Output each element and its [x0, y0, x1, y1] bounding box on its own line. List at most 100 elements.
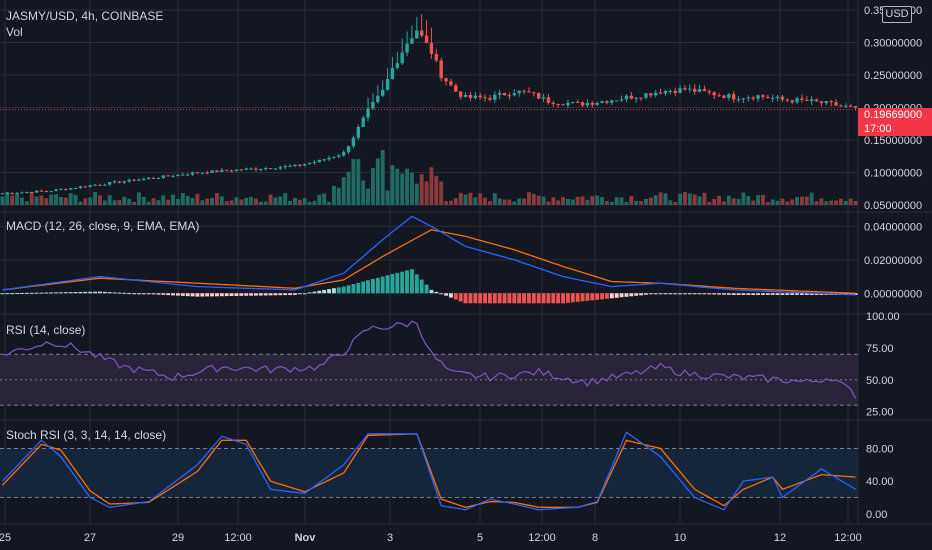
- candle-body: [205, 172, 209, 174]
- macd-histogram-bar: [44, 292, 49, 294]
- macd-histogram-bar: [760, 293, 765, 295]
- candle-body: [166, 175, 170, 177]
- rsi-label: RSI (14, close): [6, 323, 86, 337]
- candle-body: [653, 92, 658, 96]
- volume-bar: [210, 197, 215, 205]
- volume-bar: [263, 201, 268, 205]
- volume-bar: [366, 188, 371, 205]
- macd-histogram-bar: [565, 293, 570, 303]
- volume-bar: [658, 192, 663, 205]
- candle-body: [824, 101, 829, 104]
- volume-bar: [585, 199, 590, 205]
- candle-body: [0, 193, 5, 195]
- volume-bar: [185, 196, 190, 205]
- candle-body: [268, 168, 273, 170]
- macd-line: [2, 215, 856, 296]
- macd-histogram-bar: [751, 293, 756, 295]
- candle-body: [395, 63, 400, 69]
- volume-bar: [15, 193, 20, 205]
- macd-histogram-bar: [327, 289, 332, 294]
- volume-bar: [136, 192, 141, 205]
- macd-histogram-bar: [102, 291, 107, 294]
- volume-bar: [205, 198, 210, 205]
- candle-body: [312, 162, 317, 164]
- volume-bar: [34, 196, 39, 205]
- volume-bar: [434, 175, 439, 205]
- volume-bar: [609, 201, 614, 205]
- macd-histogram-bar: [541, 293, 546, 304]
- volume-bar: [297, 199, 302, 205]
- candle-body: [185, 174, 190, 176]
- candle-body: [536, 93, 541, 99]
- macd-histogram-bar: [210, 293, 215, 297]
- macd-histogram-bar: [629, 293, 634, 297]
- macd-histogram-bar: [112, 292, 117, 294]
- macd-histogram-bar: [604, 293, 609, 299]
- volume-bar: [795, 197, 800, 205]
- macd-histogram-bar: [292, 293, 297, 295]
- candle-body: [770, 97, 775, 99]
- candle-body: [497, 92, 502, 95]
- volume-bar: [180, 192, 185, 205]
- volume-bar: [93, 192, 98, 205]
- candle-body: [151, 177, 156, 179]
- macd-histogram-bar: [448, 293, 453, 298]
- macd-histogram-bar: [5, 293, 10, 295]
- candle-body: [142, 178, 146, 180]
- volume-bar: [614, 197, 619, 205]
- candle-body: [458, 91, 463, 97]
- volume-bar: [453, 198, 458, 205]
- macd-histogram-bar: [492, 293, 497, 304]
- volume-bar: [639, 201, 644, 205]
- macd-histogram-bar: [268, 293, 273, 296]
- macd-histogram-bar: [463, 293, 468, 304]
- volume-bar: [497, 198, 502, 205]
- volume-bar: [249, 196, 254, 205]
- candle-body: [429, 42, 434, 54]
- macd-histogram-bar: [39, 292, 44, 294]
- candle-body: [844, 105, 848, 107]
- volume-bar: [127, 198, 132, 205]
- candle-body: [454, 85, 458, 92]
- macd-histogram-bar: [283, 293, 288, 296]
- candle-body: [234, 169, 239, 171]
- macd-histogram-bar: [234, 293, 239, 296]
- candle-body: [717, 95, 721, 97]
- candle-body: [15, 192, 19, 194]
- macd-histogram-bar: [658, 293, 663, 295]
- volume-bar: [151, 198, 156, 205]
- candle-body: [244, 168, 248, 170]
- volume-bar: [712, 198, 717, 205]
- macd-histogram-bar: [804, 293, 809, 295]
- candle-body: [419, 30, 424, 36]
- candle-body: [780, 96, 785, 100]
- volume-bar: [809, 192, 814, 205]
- volume-bar: [390, 165, 395, 205]
- volume-bar: [721, 201, 726, 205]
- candle-body: [293, 164, 297, 166]
- macd-histogram-bar: [487, 293, 492, 304]
- volume-bar: [370, 168, 375, 205]
- time-tick-9: 10: [674, 532, 686, 544]
- volume-bar: [741, 192, 746, 205]
- macd-histogram-bar: [375, 277, 380, 294]
- macd-histogram-bar: [361, 281, 366, 294]
- candle-body: [571, 101, 575, 103]
- macd-histogram-bar: [687, 293, 692, 295]
- volume-bar: [5, 192, 10, 205]
- volume-bar: [317, 194, 322, 205]
- currency-button[interactable]: USD: [882, 6, 912, 23]
- time-tick-8: 8: [592, 532, 598, 544]
- candle-body: [736, 99, 741, 101]
- macd-histogram-bar: [424, 284, 429, 294]
- candle-body: [644, 93, 648, 98]
- macd-histogram-bar: [726, 293, 731, 295]
- macd-histogram-bar: [668, 293, 673, 295]
- macd-histogram-bar: [224, 293, 229, 297]
- macd-histogram-bar: [609, 293, 614, 299]
- bar-countdown: 17:00: [864, 123, 892, 135]
- macd-histogram-bar: [273, 293, 278, 296]
- candle-body: [649, 93, 653, 96]
- rsi-tick-3: 25.00: [866, 407, 894, 419]
